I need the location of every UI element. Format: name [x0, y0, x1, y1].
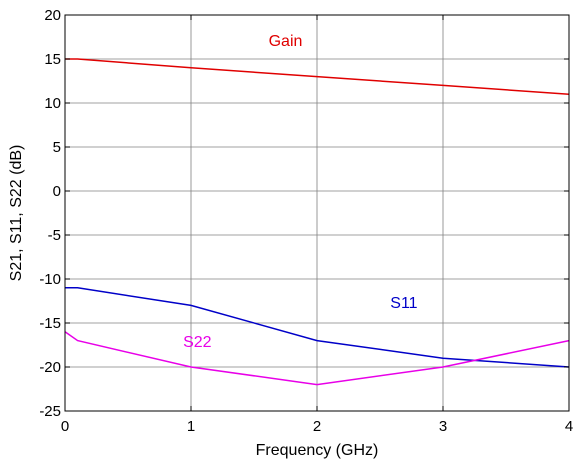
- series-line-gain: [65, 58, 570, 95]
- y-axis-label: S21, S11, S22 (dB): [8, 145, 25, 282]
- x-tick-label: 1: [187, 418, 195, 435]
- annotation-s22: S22: [183, 334, 212, 351]
- x-tick-label: 2: [313, 418, 321, 435]
- series-line-s11: [65, 287, 570, 368]
- annotation-s11: S11: [390, 295, 417, 312]
- x-tick-label: 0: [61, 418, 69, 435]
- grid: [65, 15, 569, 411]
- x-axis-label: Frequency (GHz): [256, 442, 379, 459]
- annotation-gain: Gain: [269, 33, 303, 50]
- y-tick-label: 20: [44, 7, 61, 24]
- y-tick-label: -15: [39, 315, 61, 332]
- y-tick-label: 15: [44, 51, 61, 68]
- y-tick-label: -25: [39, 403, 61, 420]
- ticks: 0 1 2 3 4 -25 -20 -15 -10 -5 0 5 10 15 20: [39, 7, 573, 435]
- y-tick-label: 5: [53, 139, 61, 156]
- x-tick-label: 4: [565, 418, 573, 435]
- y-tick-label: -10: [39, 271, 61, 288]
- y-tick-label: 10: [44, 95, 61, 112]
- y-tick-label: -5: [48, 227, 61, 244]
- x-tick-label: 3: [439, 418, 447, 435]
- y-tick-label: 0: [53, 183, 61, 200]
- series-line-s22: [64, 331, 570, 386]
- series-group: [64, 58, 570, 386]
- y-tick-label: -20: [39, 359, 61, 376]
- annotations: Gain S11 S22: [183, 33, 418, 351]
